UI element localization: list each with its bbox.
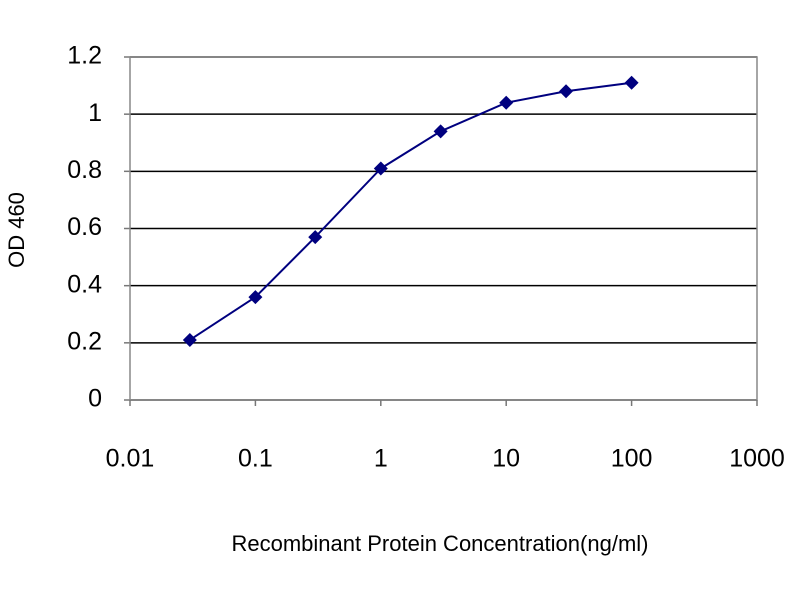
x-tick-label: 100 bbox=[611, 445, 653, 473]
data-point bbox=[182, 332, 197, 347]
y-tick-label: 0.4 bbox=[67, 270, 102, 298]
x-tick-label: 1000 bbox=[729, 445, 785, 473]
data-point bbox=[499, 95, 514, 110]
data-point bbox=[624, 75, 639, 90]
y-tick-label: 1 bbox=[88, 99, 102, 127]
x-tick-label: 0.01 bbox=[106, 445, 155, 473]
data-point bbox=[433, 124, 448, 139]
y-tick-label: 0 bbox=[88, 385, 102, 413]
plot-border bbox=[129, 56, 758, 401]
data-line bbox=[189, 81, 632, 341]
x-tick-label: 10 bbox=[492, 445, 520, 473]
x-axis-title: Recombinant Protein Concentration(ng/ml) bbox=[232, 531, 649, 556]
data-point bbox=[559, 84, 574, 99]
data-point bbox=[248, 290, 263, 305]
x-tick-label: 1 bbox=[374, 445, 388, 473]
y-tick-label: 0.8 bbox=[67, 156, 102, 184]
y-tick-label: 0.2 bbox=[67, 327, 102, 355]
data-point bbox=[308, 230, 323, 245]
x-tick-label: 0.1 bbox=[238, 445, 273, 473]
data-point bbox=[373, 161, 388, 176]
y-axis-title: OD 460 bbox=[4, 192, 29, 268]
y-tick-label: 1.2 bbox=[67, 42, 102, 70]
y-tick-label: 0.6 bbox=[67, 213, 102, 241]
